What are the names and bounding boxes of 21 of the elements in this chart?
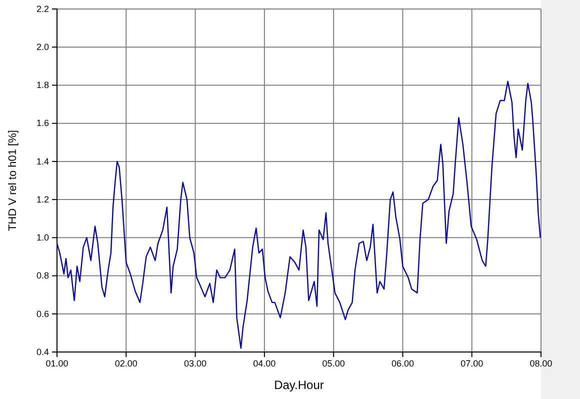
y-tick-label: 1.0 bbox=[36, 232, 49, 243]
x-tick-label: 04.00 bbox=[253, 358, 276, 368]
x-tick-label: 05.00 bbox=[322, 358, 345, 368]
y-tick-label: 1.6 bbox=[36, 118, 49, 128]
y-tick-label: 2.2 bbox=[36, 4, 49, 14]
line-series bbox=[56, 80, 541, 349]
y-tick-label: 1.2 bbox=[36, 194, 49, 204]
y-axis-title: THD V rel to h01 [%] bbox=[7, 130, 19, 231]
x-tick-label: 06.00 bbox=[391, 358, 414, 368]
x-tick-label: 02.00 bbox=[114, 358, 138, 368]
x-tick-label: 01.00 bbox=[46, 358, 68, 368]
y-tick-label: 1.4 bbox=[36, 156, 49, 166]
y-tick-label: 0.6 bbox=[36, 308, 49, 319]
y-tick-label: 0.4 bbox=[36, 346, 49, 357]
y-tick-label: 2.0 bbox=[36, 42, 49, 52]
y-tick-label: 1.8 bbox=[36, 80, 49, 90]
x-tick-label: 03.00 bbox=[184, 358, 207, 368]
y-tick-label: 0.8 bbox=[36, 270, 49, 281]
x-axis-title: Day.Hour bbox=[274, 378, 324, 392]
x-tick-label: 07.00 bbox=[460, 358, 484, 368]
x-tick-label: 08.00 bbox=[530, 358, 552, 368]
